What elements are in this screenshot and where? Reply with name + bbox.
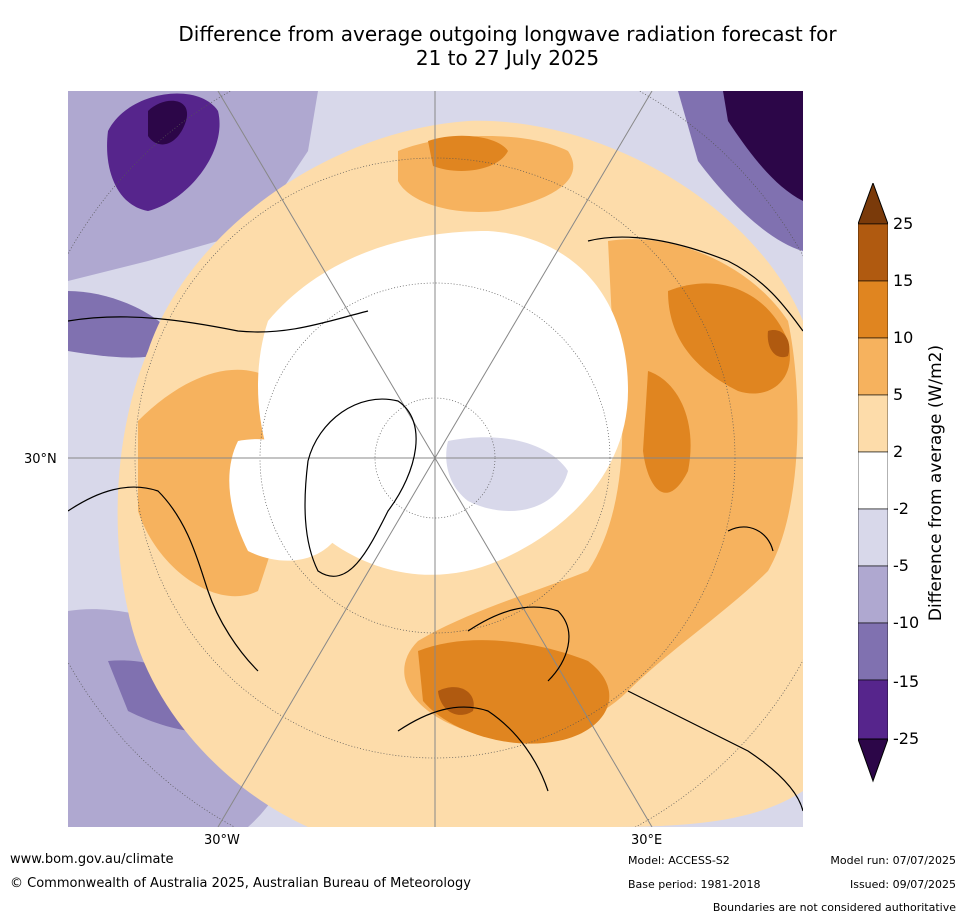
colorbar <box>857 181 889 783</box>
footer-issued: Issued: 09/07/2025 <box>849 878 956 891</box>
colorbar-tick: 15 <box>893 271 914 290</box>
colorbar-tick: -10 <box>893 613 920 632</box>
footer-model: Model: ACCESS-S2 <box>628 854 730 867</box>
positive-region-north-pacific-core <box>428 135 508 171</box>
colorbar-tick: 25 <box>893 214 914 233</box>
meridians <box>68 91 803 827</box>
positive-region-asia-core <box>767 330 790 358</box>
title-line-2: 21 to 27 July 2025 <box>415 46 600 70</box>
title-line-1: Difference from average outgoing longwav… <box>178 22 837 46</box>
colorbar-tick: 2 <box>893 442 904 461</box>
colorbar-band-10-15 <box>857 280 889 339</box>
lon-label-30e: 30°E <box>631 833 663 848</box>
colorbar-band-15-25 <box>857 223 889 282</box>
colorbar-tick: 5 <box>893 385 904 404</box>
positive-region-europe <box>418 640 610 744</box>
footer-disclaimer: Boundaries are not considered authoritat… <box>712 901 956 914</box>
colorbar-tick: -2 <box>893 499 909 518</box>
positive-region-central-asia <box>668 283 790 394</box>
colorbar-band-minus5-minus10 <box>857 565 889 624</box>
colorbar-band-minus15-minus25 <box>857 679 889 740</box>
colorbar-band-2-5 <box>857 394 889 453</box>
negative-region-west <box>68 291 178 358</box>
lon-label-30w: 30°W <box>204 833 240 848</box>
colorbar-tick: 10 <box>893 328 914 347</box>
colorbar-svg <box>857 181 889 783</box>
colorbar-tick: -15 <box>893 672 920 691</box>
map-title: Difference from average outgoing longwav… <box>0 22 965 70</box>
footer-copyright: © Commonwealth of Australia 2025, Austra… <box>10 876 471 891</box>
footer-base-period: Base period: 1981-2018 <box>628 878 761 891</box>
negative-region-strong-northwest <box>107 93 220 211</box>
positive-region-siberia <box>643 371 691 493</box>
negative-region-northeast-core <box>723 91 803 201</box>
positive-region-europe-core <box>438 687 474 715</box>
colorbar-tick: -5 <box>893 556 909 575</box>
map-svg <box>68 91 803 827</box>
olr-anomaly-map <box>68 91 803 827</box>
footer-model-run: Model run: 07/07/2025 <box>830 854 956 867</box>
neutral-region-atlantic <box>229 439 348 561</box>
footer-url[interactable]: www.bom.gov.au/climate <box>10 852 174 867</box>
lat-label-30n: 30°N <box>24 452 57 467</box>
coastlines <box>68 236 803 812</box>
negative-region-barents <box>446 437 568 511</box>
colorbar-title: Difference from average (W/m2) <box>926 344 946 622</box>
colorbar-extend-bottom <box>857 738 889 783</box>
negative-region-core-northwest <box>148 100 188 145</box>
colorbar-band-minus2-minus5 <box>857 508 889 567</box>
colorbar-band-neutral <box>857 451 889 510</box>
colorbar-tick: -25 <box>893 729 920 748</box>
colorbar-band-5-10 <box>857 337 889 396</box>
colorbar-extend-top <box>857 181 889 225</box>
colorbar-band-minus10-minus15 <box>857 622 889 681</box>
